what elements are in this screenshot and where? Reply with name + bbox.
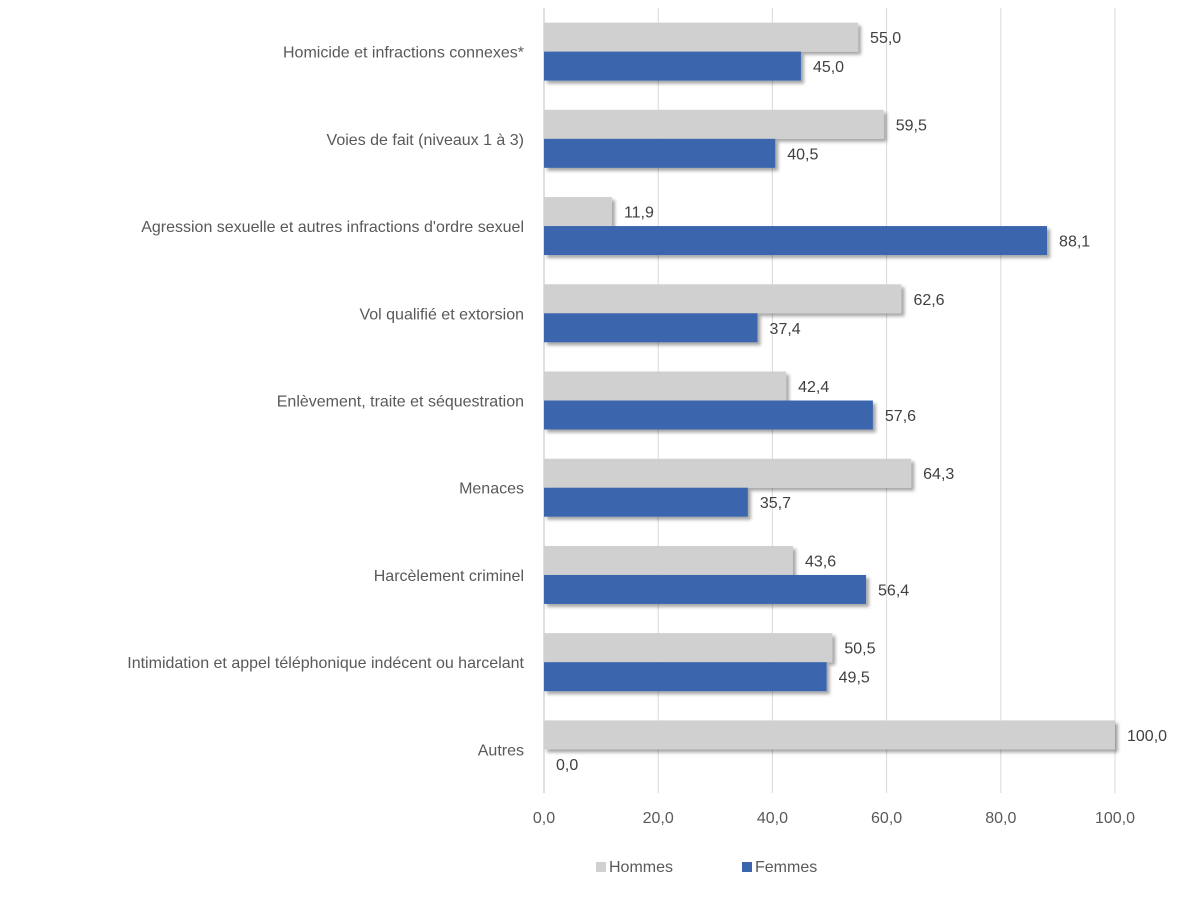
data-label: 55,0 (870, 30, 901, 47)
bar-hommes (544, 22, 859, 52)
x-tick-label: 40,0 (757, 810, 788, 827)
data-label: 35,7 (760, 495, 791, 512)
category-label: Autres (478, 742, 524, 759)
data-label: 56,4 (878, 582, 909, 599)
data-label: 100,0 (1127, 728, 1167, 745)
bar-femmes (544, 487, 748, 517)
legend-swatch-femmes (742, 862, 752, 872)
bar-hommes (544, 545, 793, 575)
category-label: Homicide et infractions connexes* (283, 45, 524, 62)
x-tick-label: 80,0 (985, 810, 1016, 827)
category-label: Agression sexuelle et autres infractions… (141, 219, 524, 236)
x-tick-label: 20,0 (643, 810, 674, 827)
data-label: 59,5 (896, 117, 927, 134)
data-label: 43,6 (805, 553, 836, 570)
data-label: 57,6 (885, 408, 916, 425)
category-label: Menaces (459, 481, 524, 498)
category-label: Voies de fait (niveaux 1 à 3) (327, 132, 524, 149)
bar-hommes (544, 633, 833, 663)
bar-hommes (544, 458, 912, 488)
bar-hommes (544, 720, 1115, 750)
bar-femmes (544, 226, 1048, 256)
bar-femmes (544, 138, 776, 168)
legend-swatch-hommes (596, 862, 606, 872)
legend-label-hommes: Hommes (609, 859, 673, 876)
category-label: Enlèvement, traite et séquestration (277, 394, 524, 411)
data-label: 64,3 (923, 466, 954, 483)
data-label: 50,5 (844, 641, 875, 658)
data-label: 40,5 (787, 146, 818, 163)
category-label: Harcèlement criminel (374, 568, 524, 585)
bar-femmes (544, 313, 758, 343)
data-label: 0,0 (556, 757, 578, 774)
x-tick-label: 60,0 (871, 810, 902, 827)
labels: 0,0 20,0 40,0 60,0 80,0 100,0 Homicide et infr… (127, 30, 1167, 827)
data-label: 49,5 (839, 670, 870, 687)
data-label: 37,4 (770, 321, 801, 338)
bar-femmes (544, 574, 867, 604)
data-label: 45,0 (813, 59, 844, 76)
category-label: Intimidation et appel téléphonique indéc… (127, 655, 524, 672)
data-label: 11,9 (624, 205, 654, 222)
data-label: 62,6 (913, 292, 944, 309)
data-label: 42,4 (798, 379, 829, 396)
bar-hommes (544, 197, 612, 227)
category-label: Vol qualifié et extorsion (359, 306, 524, 323)
bars (544, 22, 1115, 750)
x-tick-label: 100,0 (1095, 810, 1135, 827)
legend: Hommes Femmes (596, 859, 817, 876)
bar-hommes (544, 109, 884, 139)
legend-label-femmes: Femmes (755, 859, 817, 876)
bar-femmes (544, 51, 801, 81)
data-label: 88,1 (1059, 234, 1090, 251)
bar-femmes (544, 662, 827, 692)
x-tick-label: 0,0 (533, 810, 555, 827)
bar-hommes (544, 371, 787, 401)
bar-femmes (544, 400, 873, 430)
bar-hommes (544, 284, 902, 314)
